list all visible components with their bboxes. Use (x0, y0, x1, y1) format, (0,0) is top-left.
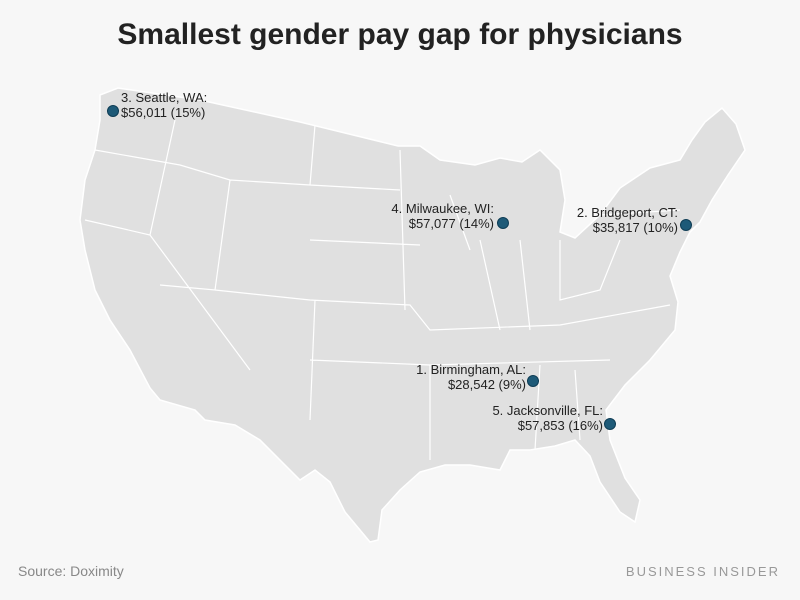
city-dot-bridgeport[interactable] (680, 219, 692, 231)
city-rank-label: 2. Bridgeport, CT: (576, 205, 678, 220)
city-rank-label: 4. Milwaukee, WI: (391, 201, 494, 216)
city-dot-milwaukee[interactable] (497, 217, 509, 229)
city-value-label: $57,853 (16%) (517, 418, 603, 433)
city-value-label: $56,011 (15%) (121, 105, 206, 120)
us-outline (79, 87, 746, 543)
city-label-milwaukee: 4. Milwaukee, WI: $57,077 (14%) (391, 201, 494, 231)
city-label-seattle: 3. Seattle, WA: $56,011 (15%) (121, 90, 207, 120)
brand-logo: BUSINESS INSIDER (625, 564, 780, 579)
state-borders (84, 119, 681, 460)
city-dot-seattle[interactable] (107, 105, 119, 117)
city-value-label: $28,542 (9%) (447, 377, 526, 392)
city-dot-birmingham[interactable] (527, 375, 539, 387)
city-value-label: $35,817 (10%) (592, 220, 678, 235)
city-label-bridgeport: 2. Bridgeport, CT: $35,817 (10%) (577, 205, 678, 235)
city-label-jacksonville: 5. Jacksonville, FL: $57,853 (16%) (492, 403, 603, 433)
city-rank-label: 1. Birmingham, AL: (416, 362, 526, 377)
city-label-birmingham: 1. Birmingham, AL: $28,542 (9%) (416, 362, 526, 392)
source-note: Source: Doximity (18, 563, 124, 579)
city-rank-label: 5. Jacksonville, FL: (492, 403, 603, 418)
city-rank-label: 3. Seattle, WA: (121, 90, 208, 105)
city-dot-jacksonville[interactable] (604, 418, 616, 430)
page-title: Smallest gender pay gap for physicians (117, 18, 683, 51)
city-value-label: $57,077 (14%) (408, 216, 494, 231)
